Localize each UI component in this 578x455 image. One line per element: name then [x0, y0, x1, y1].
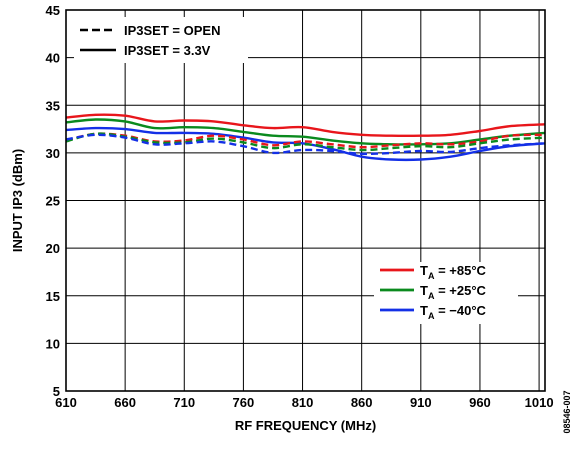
series-line-solid-plus25c	[65, 118, 546, 146]
series-lines	[65, 113, 546, 162]
figure-id: 08546-007	[562, 390, 572, 433]
y-tick-label: 45	[46, 3, 60, 18]
grid-lines	[65, 9, 545, 392]
y-tick-label: 35	[46, 98, 60, 113]
x-tick-label: 660	[114, 395, 136, 410]
y-tick-label: 40	[46, 51, 60, 66]
x-tick-label: 860	[351, 395, 373, 410]
y-tick-label: 5	[53, 384, 60, 399]
y-axis-label: INPUT IP3 (dBm)	[10, 149, 25, 252]
tick-labels: 610 660 710 760 810 860 910 960 1010 5 10 15 20 25 30 3…	[46, 3, 554, 410]
y-tick-label: 20	[46, 241, 60, 256]
x-tick-label: 610	[55, 395, 77, 410]
y-tick-label: 15	[46, 289, 60, 304]
legends: IP3SET = OPEN IP3SET = 3.3V TA = +85°C TA =…	[74, 17, 518, 324]
y-tick-label: 25	[46, 194, 60, 209]
series-line-solid-minus40c	[65, 126, 546, 162]
linestyle-legend-box	[74, 17, 248, 63]
x-tick-label: 910	[410, 395, 432, 410]
y-tick-label: 10	[46, 336, 60, 351]
series-line-dashed-minus40c	[65, 133, 546, 156]
x-tick-label: 760	[233, 395, 255, 410]
x-tick-label: 710	[173, 395, 195, 410]
x-tick-label: 810	[292, 395, 314, 410]
plot-frame	[65, 9, 546, 392]
series-line-dashed-plus25c	[65, 132, 546, 152]
temp-legend-label: TA = +85°C	[420, 263, 487, 281]
y-tick-label: 30	[46, 146, 60, 161]
temp-legend-label: TA = −40°C	[420, 303, 487, 321]
legend-label-dashed: IP3SET = OPEN	[124, 23, 220, 38]
temp-legend-box	[374, 262, 518, 324]
legend-label-solid: IP3SET = 3.3V	[124, 43, 211, 58]
x-tick-label: 960	[469, 395, 491, 410]
x-tick-label: 1010	[525, 395, 554, 410]
series-line-solid-plus85c	[65, 113, 546, 138]
temp-legend-label: TA = +25°C	[420, 283, 487, 301]
x-axis-label: RF FREQUENCY (MHz)	[235, 418, 376, 433]
